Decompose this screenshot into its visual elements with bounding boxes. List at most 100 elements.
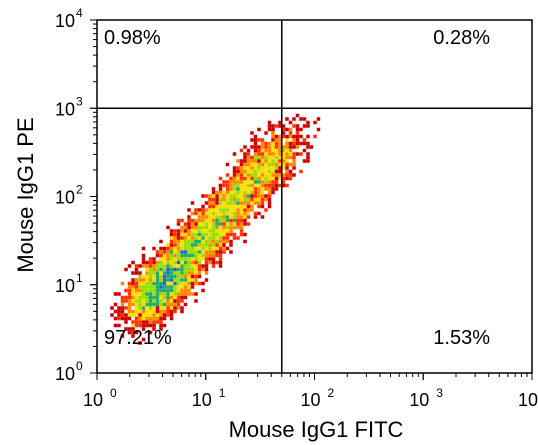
density-dot xyxy=(141,309,146,314)
density-dot xyxy=(278,162,282,167)
density-dot xyxy=(169,292,174,296)
density-dot xyxy=(127,330,132,335)
density-dot xyxy=(162,281,167,286)
density-dot xyxy=(141,292,146,296)
density-dot xyxy=(288,176,293,181)
density-dot xyxy=(236,180,240,184)
density-dot xyxy=(152,257,156,261)
density-dot xyxy=(232,204,237,209)
density-dot xyxy=(176,232,181,237)
density-dot xyxy=(183,292,188,296)
density-dot xyxy=(229,211,233,216)
density-dot xyxy=(211,197,216,202)
density-dot xyxy=(302,124,307,128)
density-dot xyxy=(246,194,251,198)
density-dot xyxy=(183,253,188,258)
density-dot xyxy=(274,180,279,184)
density-dot xyxy=(201,218,205,223)
density-dot xyxy=(148,313,153,317)
density-dot xyxy=(201,236,205,240)
density-dot xyxy=(141,313,146,317)
density-dot xyxy=(176,306,181,310)
density-dot xyxy=(271,180,275,184)
density-dot xyxy=(201,208,205,212)
density-dot xyxy=(159,246,163,251)
density-dot xyxy=(218,239,223,244)
density-dot xyxy=(222,218,226,223)
density-dot xyxy=(281,162,286,167)
density-dot xyxy=(124,306,128,310)
y-tick-label: 10 xyxy=(55,276,75,296)
x-tick-exponent: 3 xyxy=(436,386,443,400)
density-dot xyxy=(222,250,226,254)
density-dot xyxy=(204,208,209,212)
density-dot xyxy=(225,246,230,251)
density-dot xyxy=(274,183,279,188)
density-dot xyxy=(250,208,254,212)
density-dot xyxy=(239,159,244,163)
density-dot xyxy=(218,222,223,226)
density-dot xyxy=(152,285,156,289)
density-dot xyxy=(187,225,191,230)
density-dot xyxy=(152,267,156,272)
density-dot xyxy=(250,190,254,195)
density-dot xyxy=(166,285,170,289)
density-dot xyxy=(141,320,146,324)
density-dot xyxy=(243,190,247,195)
density-dot xyxy=(257,162,261,167)
density-dot xyxy=(134,316,139,321)
density-dot xyxy=(155,320,160,324)
density-dot xyxy=(306,141,310,146)
density-dot xyxy=(253,180,258,184)
density-dot xyxy=(302,141,307,146)
density-dot xyxy=(232,197,237,202)
density-dot xyxy=(159,309,163,314)
density-dot xyxy=(243,208,247,212)
density-dot xyxy=(194,243,198,247)
density-dot xyxy=(201,246,205,251)
density-dot xyxy=(194,246,198,251)
density-dot xyxy=(197,208,202,212)
density-dot xyxy=(173,281,177,286)
density-dot xyxy=(152,260,156,265)
density-dot xyxy=(253,141,258,146)
density-dot xyxy=(295,141,300,146)
density-dot xyxy=(253,166,258,170)
density-dot xyxy=(204,239,209,244)
density-dot xyxy=(271,127,275,132)
density-dot xyxy=(131,260,135,265)
density-dot xyxy=(236,211,240,216)
density-dot xyxy=(225,204,230,209)
density-dot xyxy=(271,162,275,167)
density-dot xyxy=(257,180,261,184)
density-dot xyxy=(159,253,163,258)
density-dot xyxy=(239,190,244,195)
density-dot xyxy=(267,120,272,125)
density-dot xyxy=(190,267,195,272)
density-dot xyxy=(176,239,181,244)
density-dot xyxy=(306,120,310,125)
density-dot xyxy=(218,211,223,216)
density-dot xyxy=(169,250,174,254)
density-dot xyxy=(152,327,156,331)
x-tick-label: 10 xyxy=(409,390,429,410)
density-dot xyxy=(253,190,258,195)
density-dot xyxy=(194,236,198,240)
density-dot xyxy=(225,218,230,223)
density-dot xyxy=(236,169,240,174)
density-dot xyxy=(173,253,177,258)
density-dot xyxy=(159,299,163,303)
density-dot xyxy=(218,194,223,198)
density-dot xyxy=(229,176,233,181)
density-dot xyxy=(285,152,289,156)
density-dot xyxy=(194,267,198,272)
density-dot xyxy=(218,264,223,268)
density-dot xyxy=(232,225,237,230)
density-dot xyxy=(278,169,282,174)
density-dot xyxy=(166,253,170,258)
density-dot xyxy=(204,250,209,254)
density-dot xyxy=(278,134,282,139)
density-dot xyxy=(274,134,279,139)
density-dot xyxy=(187,232,191,237)
density-dot xyxy=(211,253,216,258)
